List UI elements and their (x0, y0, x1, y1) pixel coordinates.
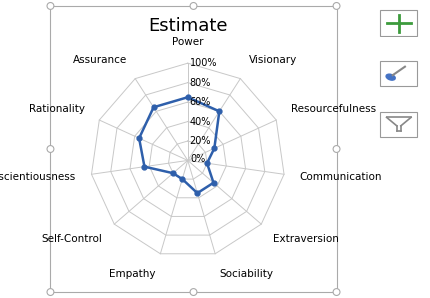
Circle shape (47, 288, 54, 296)
Text: Conscientiousness: Conscientiousness (0, 172, 76, 181)
Text: Sociability: Sociability (220, 269, 273, 279)
Text: 100%: 100% (190, 58, 217, 68)
Text: 40%: 40% (190, 117, 211, 127)
Circle shape (190, 288, 197, 296)
Circle shape (333, 145, 340, 153)
Text: Empathy: Empathy (110, 269, 156, 279)
Text: Resourcefulness: Resourcefulness (291, 103, 376, 114)
Text: 60%: 60% (190, 97, 211, 107)
Text: 0%: 0% (190, 154, 205, 164)
Circle shape (333, 288, 340, 296)
Circle shape (47, 145, 54, 153)
Text: 80%: 80% (190, 78, 211, 88)
Text: Estimate: Estimate (148, 17, 227, 35)
Text: Extraversion: Extraversion (273, 235, 339, 244)
Text: Rationality: Rationality (29, 103, 85, 114)
Circle shape (47, 2, 54, 10)
Text: Power: Power (172, 38, 203, 47)
Text: Self-Control: Self-Control (42, 235, 102, 244)
Text: Communication: Communication (300, 172, 382, 181)
Ellipse shape (386, 74, 395, 80)
Circle shape (333, 2, 340, 10)
Text: Visionary: Visionary (249, 55, 297, 65)
Circle shape (190, 2, 197, 10)
Text: 20%: 20% (190, 136, 211, 146)
Text: Assurance: Assurance (72, 55, 127, 65)
